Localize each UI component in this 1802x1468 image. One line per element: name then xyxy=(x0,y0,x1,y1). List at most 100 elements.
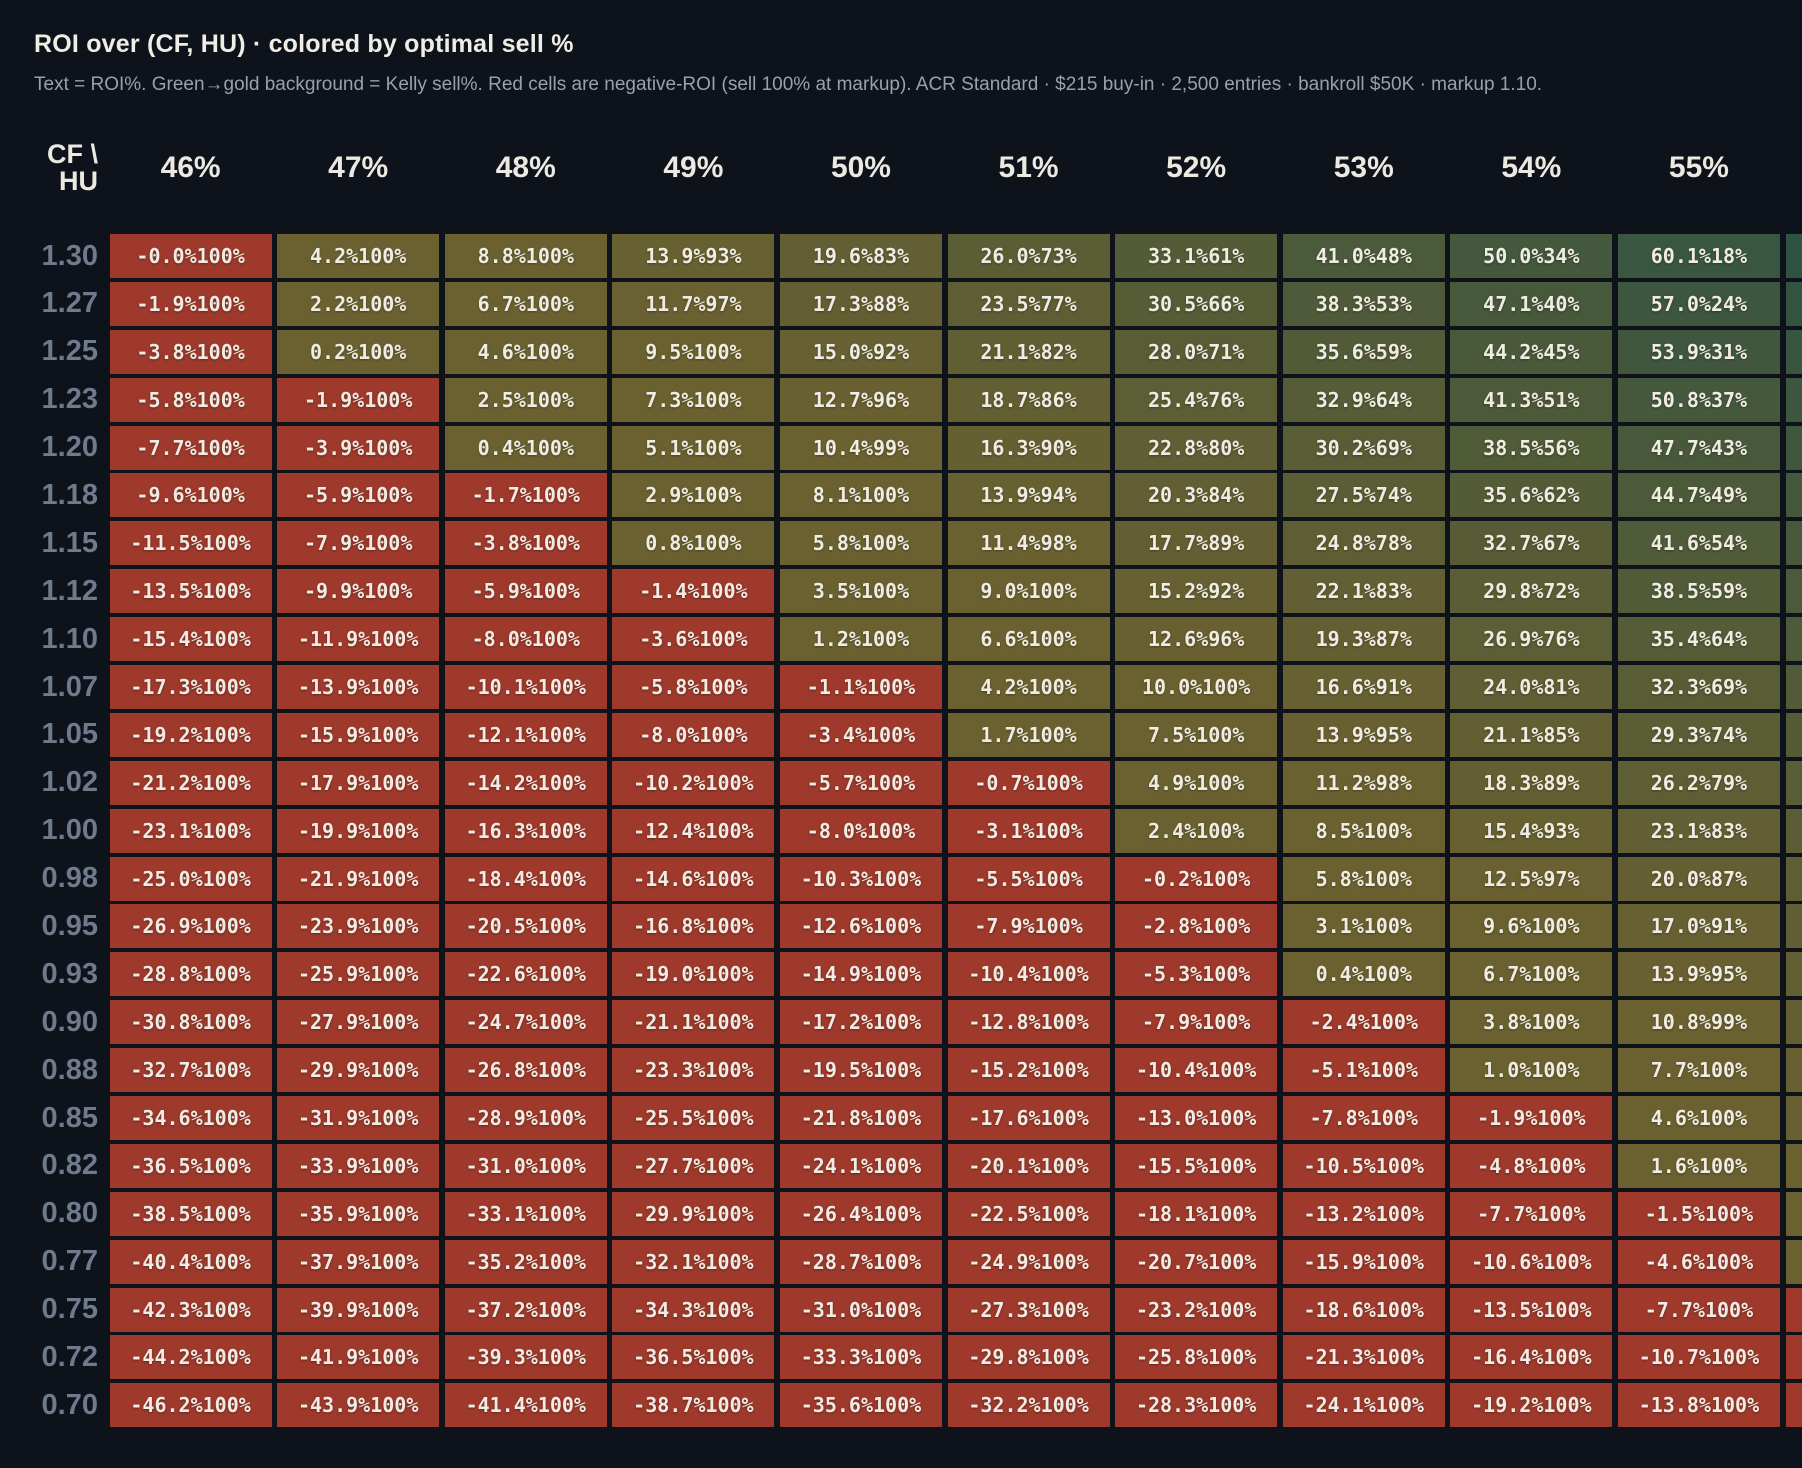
heatmap-cell-cf1.25-hu54: 44.2%45% xyxy=(1450,329,1613,374)
heatmap-cell-cf0.70-hu55: -13.8%100% xyxy=(1617,1383,1780,1428)
heatmap-cell-truncated-cf1.00 xyxy=(1785,808,1802,853)
heatmap-cell-cf1.18-hu50: 8.1%100% xyxy=(779,473,942,518)
heatmap-cell-truncated-cf1.25 xyxy=(1785,329,1802,374)
heatmap-cell-cf1.00-hu48: -16.3%100% xyxy=(444,808,607,853)
heatmap-cell-cf1.05-hu48: -12.1%100% xyxy=(444,712,607,757)
row-label-cf-0.95: 0.95 xyxy=(41,909,98,942)
heatmap-cell-cf1.23-hu54: 41.3%51% xyxy=(1450,377,1613,422)
column-header-hu-48: 48% xyxy=(495,151,556,184)
heatmap-cell-cf0.93-hu49: -19.0%100% xyxy=(612,952,775,997)
row-label-cf-0.72: 0.72 xyxy=(41,1340,98,1373)
heatmap-cell-cf1.27-hu53: 38.3%53% xyxy=(1282,281,1445,326)
row-label-cf-0.98: 0.98 xyxy=(41,862,98,895)
heatmap-cell-cf1.10-hu47: -11.9%100% xyxy=(277,617,440,662)
heatmap-cell-cf0.80-hu50: -26.4%100% xyxy=(779,1191,942,1236)
heatmap-cell-cf1.20-hu54: 38.5%56% xyxy=(1450,425,1613,470)
corner-axis-label: CF \ HU xyxy=(0,141,104,195)
heatmap-cell-cf0.70-hu51: -32.2%100% xyxy=(947,1383,1110,1428)
heatmap-cell-cf0.80-hu47: -35.9%100% xyxy=(277,1191,440,1236)
heatmap-cell-cf1.25-hu53: 35.6%59% xyxy=(1282,329,1445,374)
row-label-cf-1.25: 1.25 xyxy=(41,335,98,368)
heatmap-cell-cf1.05-hu51: 1.7%100% xyxy=(947,712,1110,757)
heatmap-cell-cf0.98-hu51: -5.5%100% xyxy=(947,856,1110,901)
column-header-hu-46: 46% xyxy=(160,151,221,184)
heatmap-cell-truncated-cf0.75 xyxy=(1785,1287,1802,1332)
heatmap-cell-cf0.88-hu48: -26.8%100% xyxy=(444,1048,607,1093)
heatmap-cell-cf1.07-hu53: 16.6%91% xyxy=(1282,665,1445,710)
heatmap-cell-cf1.23-hu49: 7.3%100% xyxy=(612,377,775,422)
heatmap-cell-cf1.05-hu46: -19.2%100% xyxy=(109,712,272,757)
column-header-hu-50: 50% xyxy=(830,151,891,184)
corner-axis-label-cf: CF \ xyxy=(47,139,98,169)
heatmap-cell-cf0.77-hu47: -37.9%100% xyxy=(277,1239,440,1284)
heatmap-cell-truncated-cf1.23 xyxy=(1785,377,1802,422)
heatmap-cell-cf0.95-hu49: -16.8%100% xyxy=(612,904,775,949)
heatmap-cell-cf0.88-hu51: -15.2%100% xyxy=(947,1048,1110,1093)
heatmap-cell-truncated-cf1.27 xyxy=(1785,281,1802,326)
heatmap-cell-cf0.95-hu55: 17.0%91% xyxy=(1617,904,1780,949)
heatmap-cell-cf1.15-hu55: 41.6%54% xyxy=(1617,521,1780,566)
heatmap-cell-cf1.10-hu54: 26.9%76% xyxy=(1450,617,1613,662)
heatmap-cell-cf1.02-hu46: -21.2%100% xyxy=(109,760,272,805)
heatmap-cell-cf1.05-hu53: 13.9%95% xyxy=(1282,712,1445,757)
heatmap-cell-cf1.12-hu46: -13.5%100% xyxy=(109,569,272,614)
heatmap-cell-cf1.23-hu55: 50.8%37% xyxy=(1617,377,1780,422)
heatmap-cell-truncated-cf0.95 xyxy=(1785,904,1802,949)
heatmap-cell-cf1.18-hu52: 20.3%84% xyxy=(1115,473,1278,518)
heatmap-cell-cf0.77-hu49: -32.1%100% xyxy=(612,1239,775,1284)
row-label-cf-1.12: 1.12 xyxy=(41,574,98,607)
row-label-cf-1.27: 1.27 xyxy=(41,287,98,320)
heatmap-cell-cf0.90-hu52: -7.9%100% xyxy=(1115,1000,1278,1045)
heatmap-cell-cf1.30-hu46: -0.0%100% xyxy=(109,234,272,278)
heatmap-cell-cf0.93-hu53: 0.4%100% xyxy=(1282,952,1445,997)
heatmap-cell-truncated-cf0.90 xyxy=(1785,1000,1802,1045)
heatmap-cell-cf1.10-hu55: 35.4%64% xyxy=(1617,617,1780,662)
heatmap-cell-cf1.02-hu50: -5.7%100% xyxy=(779,760,942,805)
heatmap-cell-cf1.07-hu50: -1.1%100% xyxy=(779,665,942,710)
row-label-cf-0.70: 0.70 xyxy=(41,1388,98,1421)
heatmap-cell-cf1.15-hu52: 17.7%89% xyxy=(1115,521,1278,566)
row-label-cf-1.15: 1.15 xyxy=(41,526,98,559)
heatmap-cell-cf0.72-hu46: -44.2%100% xyxy=(109,1335,272,1380)
heatmap-cell-cf0.82-hu52: -15.5%100% xyxy=(1115,1143,1278,1188)
heatmap-cell-cf1.02-hu51: -0.7%100% xyxy=(947,760,1110,805)
heatmap-cell-cf0.93-hu52: -5.3%100% xyxy=(1115,952,1278,997)
heatmap-cell-cf0.93-hu50: -14.9%100% xyxy=(779,952,942,997)
heatmap-cell-cf1.27-hu54: 47.1%40% xyxy=(1450,281,1613,326)
heatmap-cell-cf0.72-hu54: -16.4%100% xyxy=(1450,1335,1613,1380)
heatmap-cell-cf1.27-hu50: 17.3%88% xyxy=(779,281,942,326)
heatmap-cell-cf0.98-hu46: -25.0%100% xyxy=(109,856,272,901)
heatmap-cell-cf0.90-hu55: 10.8%99% xyxy=(1617,1000,1780,1045)
heatmap-cell-cf0.88-hu53: -5.1%100% xyxy=(1282,1048,1445,1093)
heatmap-cell-cf1.20-hu51: 16.3%90% xyxy=(947,425,1110,470)
heatmap-cell-cf0.75-hu46: -42.3%100% xyxy=(109,1287,272,1332)
heatmap-cell-cf0.75-hu47: -39.9%100% xyxy=(277,1287,440,1332)
heatmap-cell-cf1.23-hu50: 12.7%96% xyxy=(779,377,942,422)
heatmap-cell-cf1.23-hu47: -1.9%100% xyxy=(277,377,440,422)
heatmap-cell-cf0.70-hu47: -43.9%100% xyxy=(277,1383,440,1428)
heatmap-cell-cf1.23-hu46: -5.8%100% xyxy=(109,377,272,422)
heatmap-cell-cf0.77-hu53: -15.9%100% xyxy=(1282,1239,1445,1284)
heatmap-cell-cf1.18-hu48: -1.7%100% xyxy=(444,473,607,518)
heatmap-cell-cf1.30-hu49: 13.9%93% xyxy=(612,234,775,278)
heatmap-cell-cf1.25-hu46: -3.8%100% xyxy=(109,329,272,374)
heatmap-grid: 1.30 -0.0%100% 4.2%100% 8.8%100% 13.9%93% 19.… xyxy=(0,234,1802,1428)
row-label-cf-1.02: 1.02 xyxy=(41,766,98,799)
heatmap-cell-cf1.25-hu50: 15.0%92% xyxy=(779,329,942,374)
heatmap-cell-cf0.98-hu49: -14.6%100% xyxy=(612,856,775,901)
heatmap-cell-cf1.10-hu46: -15.4%100% xyxy=(109,617,272,662)
heatmap-cell-cf1.20-hu48: 0.4%100% xyxy=(444,425,607,470)
heatmap-cell-cf1.02-hu53: 11.2%98% xyxy=(1282,760,1445,805)
heatmap-cell-cf0.95-hu51: -7.9%100% xyxy=(947,904,1110,949)
heatmap-cell-cf1.07-hu51: 4.2%100% xyxy=(947,665,1110,710)
row-label-cf-0.80: 0.80 xyxy=(41,1197,98,1230)
heatmap-cell-cf0.82-hu54: -4.8%100% xyxy=(1450,1143,1613,1188)
heatmap-cell-cf0.88-hu49: -23.3%100% xyxy=(612,1048,775,1093)
heatmap-cell-cf0.98-hu55: 20.0%87% xyxy=(1617,856,1780,901)
heatmap-cell-cf1.07-hu49: -5.8%100% xyxy=(612,665,775,710)
heatmap-cell-cf1.18-hu55: 44.7%49% xyxy=(1617,473,1780,518)
heatmap-cell-cf0.77-hu54: -10.6%100% xyxy=(1450,1239,1613,1284)
heatmap-cell-cf1.02-hu49: -10.2%100% xyxy=(612,760,775,805)
heatmap-cell-cf1.12-hu53: 22.1%83% xyxy=(1282,569,1445,614)
heatmap-cell-cf0.90-hu48: -24.7%100% xyxy=(444,1000,607,1045)
